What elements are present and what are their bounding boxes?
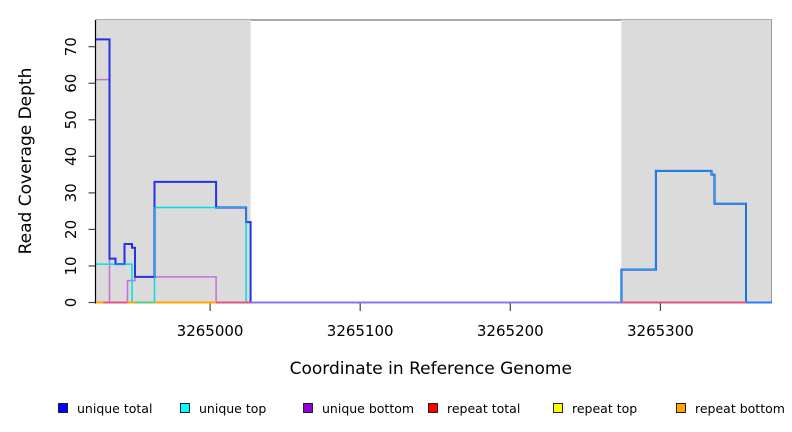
x-tick-label: 3265000 — [177, 322, 244, 340]
shaded-region-1 — [96, 20, 251, 303]
legend-label: repeat top — [572, 400, 638, 416]
x-axis-title: Coordinate in Reference Genome — [290, 359, 572, 379]
legend-label: repeat total — [447, 400, 521, 416]
legend-item-repeat-total: repeat total — [428, 399, 520, 417]
legend-swatch-icon — [428, 403, 438, 413]
legend-item-repeat-bottom: repeat bottom — [676, 399, 785, 417]
legend-label: unique total — [77, 400, 153, 416]
x-tick-label: 3265100 — [327, 322, 394, 340]
legend-item-unique-total: unique total — [58, 399, 152, 417]
y-tick-label: 70 — [62, 37, 80, 56]
legend-label: unique bottom — [322, 400, 415, 416]
legend-swatch-icon — [676, 403, 686, 413]
y-tick-label: 50 — [62, 110, 80, 129]
chart-legend: unique total unique top unique bottom repea… — [0, 399, 792, 419]
legend-item-unique-top: unique top — [180, 399, 266, 417]
legend-item-unique-bottom: unique bottom — [303, 399, 414, 417]
legend-item-repeat-top: repeat top — [553, 399, 637, 417]
legend-swatch-icon — [303, 403, 313, 413]
y-tick-label: 40 — [62, 147, 80, 166]
y-tick-label: 10 — [62, 256, 80, 275]
y-tick-label: 60 — [62, 74, 80, 93]
y-tick-label: 20 — [62, 220, 80, 239]
legend-label: unique top — [199, 400, 267, 416]
y-tick-label: 0 — [62, 298, 80, 308]
legend-label: repeat bottom — [695, 400, 785, 416]
shaded-region-2 — [621, 20, 772, 303]
x-tick-label: 3265200 — [477, 322, 544, 340]
legend-swatch-icon — [553, 403, 563, 413]
y-axis-title: Read Coverage Depth — [16, 68, 36, 255]
legend-swatch-icon — [58, 403, 68, 413]
legend-swatch-icon — [180, 403, 190, 413]
y-tick-label: 30 — [62, 183, 80, 202]
x-tick-label: 3265300 — [627, 322, 694, 340]
